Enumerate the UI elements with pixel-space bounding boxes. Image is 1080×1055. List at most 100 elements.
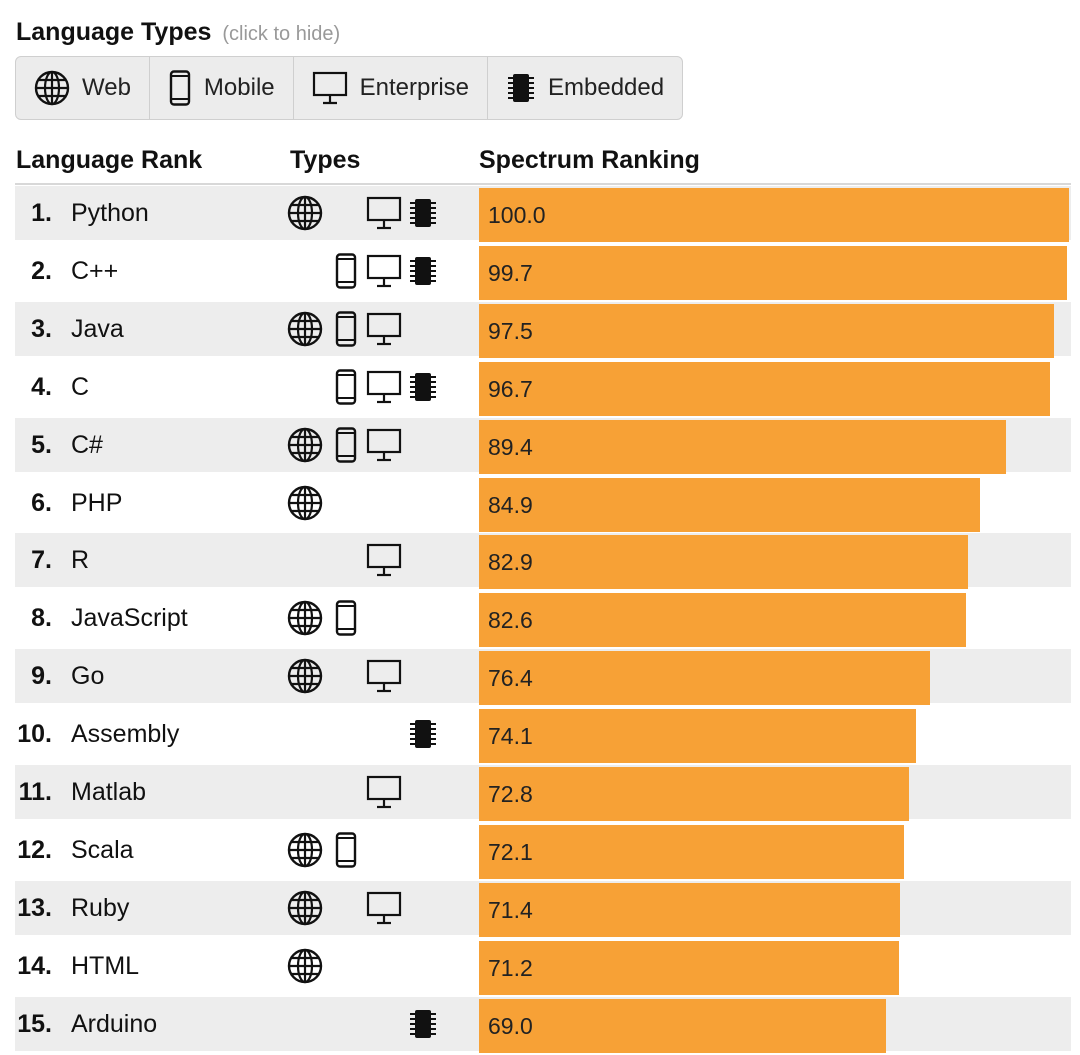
desktop-icon <box>366 196 402 230</box>
language-name[interactable]: HTML <box>71 951 140 980</box>
rank-number: 1. <box>31 199 52 227</box>
mobile-icon <box>335 311 357 347</box>
language-types-heading: Language Types <box>16 18 212 46</box>
language-name[interactable]: JavaScript <box>71 604 188 633</box>
language-name[interactable]: C# <box>71 430 103 459</box>
mobile-icon <box>335 368 357 405</box>
table-row: 3. Java 97.5 <box>15 301 1071 358</box>
language-types-title: Language Types (click to hide) <box>16 18 340 47</box>
chip-icon <box>508 74 535 102</box>
table-row: 14. HTML 71.2 <box>15 939 1071 995</box>
language-name[interactable]: Python <box>71 199 149 227</box>
spectrum-value-label: 100.0 <box>488 202 546 228</box>
spectrum-bar <box>479 940 900 995</box>
spectrum-value-label: 69.0 <box>488 1012 533 1039</box>
language-name[interactable]: Matlab <box>71 778 147 806</box>
rank-number: 15. <box>17 1009 52 1038</box>
spectrum-value-label: 89.4 <box>488 433 533 460</box>
spectrum-value-label: 82.6 <box>488 607 533 634</box>
table-row: 5. C# 89.4 <box>15 417 1071 474</box>
table-row: 6. PHP 84.9 <box>15 476 1071 532</box>
language-name[interactable]: Scala <box>71 835 134 864</box>
spectrum-value-label: 74.1 <box>488 723 533 750</box>
table-row: 12. Scala 72.1 <box>15 823 1071 879</box>
spectrum-value-label: 82.9 <box>488 549 533 576</box>
spectrum-bar <box>479 361 1050 416</box>
mobile-filter-button[interactable]: Mobile <box>150 57 294 119</box>
spectrum-value-label: 84.9 <box>488 491 533 518</box>
rank-number: 8. <box>31 604 52 633</box>
desktop-icon <box>312 71 347 105</box>
desktop-icon <box>366 370 402 403</box>
chip-icon <box>410 372 436 401</box>
table-row: 1. Python 100.0 <box>15 186 1071 242</box>
rank-number: 13. <box>17 893 52 922</box>
language-name[interactable]: C++ <box>71 256 119 285</box>
click-to-hide-hint: (click to hide) <box>222 23 341 45</box>
table-row: 15. Arduino 69.0 <box>15 996 1071 1053</box>
mobile-icon <box>169 70 191 106</box>
rank-number: 10. <box>17 720 52 749</box>
language-name[interactable]: Ruby <box>71 893 130 922</box>
spectrum-value-label: 71.2 <box>488 954 533 981</box>
language-name[interactable]: R <box>71 546 90 575</box>
spectrum-bar <box>479 188 1069 242</box>
embedded-filter-label: Embedded <box>548 74 665 101</box>
language-name[interactable]: Arduino <box>71 1009 158 1038</box>
mobile-icon <box>335 253 357 289</box>
table-row: 8. JavaScript 82.6 <box>15 591 1071 648</box>
language-name[interactable]: PHP <box>71 488 123 517</box>
globe-icon <box>287 948 323 983</box>
table-row: 2. C++ 99.7 <box>15 244 1071 300</box>
spectrum-value-label: 76.4 <box>488 665 533 692</box>
table-row: 7. R 82.9 <box>15 533 1071 590</box>
language-name[interactable]: Assembly <box>71 720 180 749</box>
spectrum-bar <box>479 998 887 1053</box>
spectrum-bar <box>479 651 930 706</box>
language-name[interactable]: Go <box>71 662 105 691</box>
rank-number: 14. <box>17 951 52 980</box>
globe-icon <box>287 485 323 520</box>
spectrum-bar <box>479 535 969 590</box>
spectrum-value-label: 97.5 <box>488 317 533 344</box>
desktop-icon <box>366 544 402 577</box>
spectrum-bar <box>479 882 901 937</box>
spectrum-bar <box>479 477 980 532</box>
globe-icon <box>287 195 323 231</box>
globe-icon <box>287 311 323 346</box>
globe-icon <box>287 601 323 636</box>
spectrum-value-label: 96.7 <box>488 375 533 402</box>
mobile-icon <box>335 832 357 868</box>
desktop-icon <box>366 660 402 693</box>
chip-icon <box>410 720 436 749</box>
desktop-icon <box>366 775 402 809</box>
embedded-filter-button[interactable]: Embedded <box>488 57 682 119</box>
web-filter-label: Web <box>82 74 131 101</box>
spectrum-ranking-header[interactable]: Spectrum Ranking <box>479 146 700 174</box>
rank-number: 4. <box>31 372 52 401</box>
spectrum-bar <box>479 419 1007 474</box>
language-name[interactable]: C <box>71 372 90 401</box>
globe-icon <box>287 658 323 694</box>
table-row: 4. C 96.7 <box>15 360 1071 416</box>
rank-number: 9. <box>31 662 52 691</box>
web-filter-button[interactable]: Web <box>16 57 150 119</box>
rank-number: 2. <box>31 256 52 285</box>
rank-number: 11. <box>18 778 52 806</box>
desktop-icon <box>366 891 402 924</box>
table-row: 10. Assembly 74.1 <box>15 707 1071 764</box>
language-name[interactable]: Java <box>71 314 124 343</box>
language-rank-header[interactable]: Language Rank <box>16 146 203 174</box>
mobile-filter-label: Mobile <box>203 74 275 101</box>
language-type-filter: Web Mobile Enterprise Embedded <box>15 56 684 120</box>
enterprise-filter-button[interactable]: Enterprise <box>294 57 489 119</box>
types-header: Types <box>290 146 361 174</box>
globe-icon <box>287 427 323 462</box>
enterprise-filter-label: Enterprise <box>359 74 470 101</box>
rank-number: 12. <box>17 835 52 864</box>
spectrum-bar <box>479 303 1055 358</box>
mobile-icon <box>335 600 357 636</box>
chip-icon <box>410 199 436 227</box>
spectrum-value-label: 71.4 <box>488 896 533 923</box>
spectrum-bar <box>479 709 917 764</box>
